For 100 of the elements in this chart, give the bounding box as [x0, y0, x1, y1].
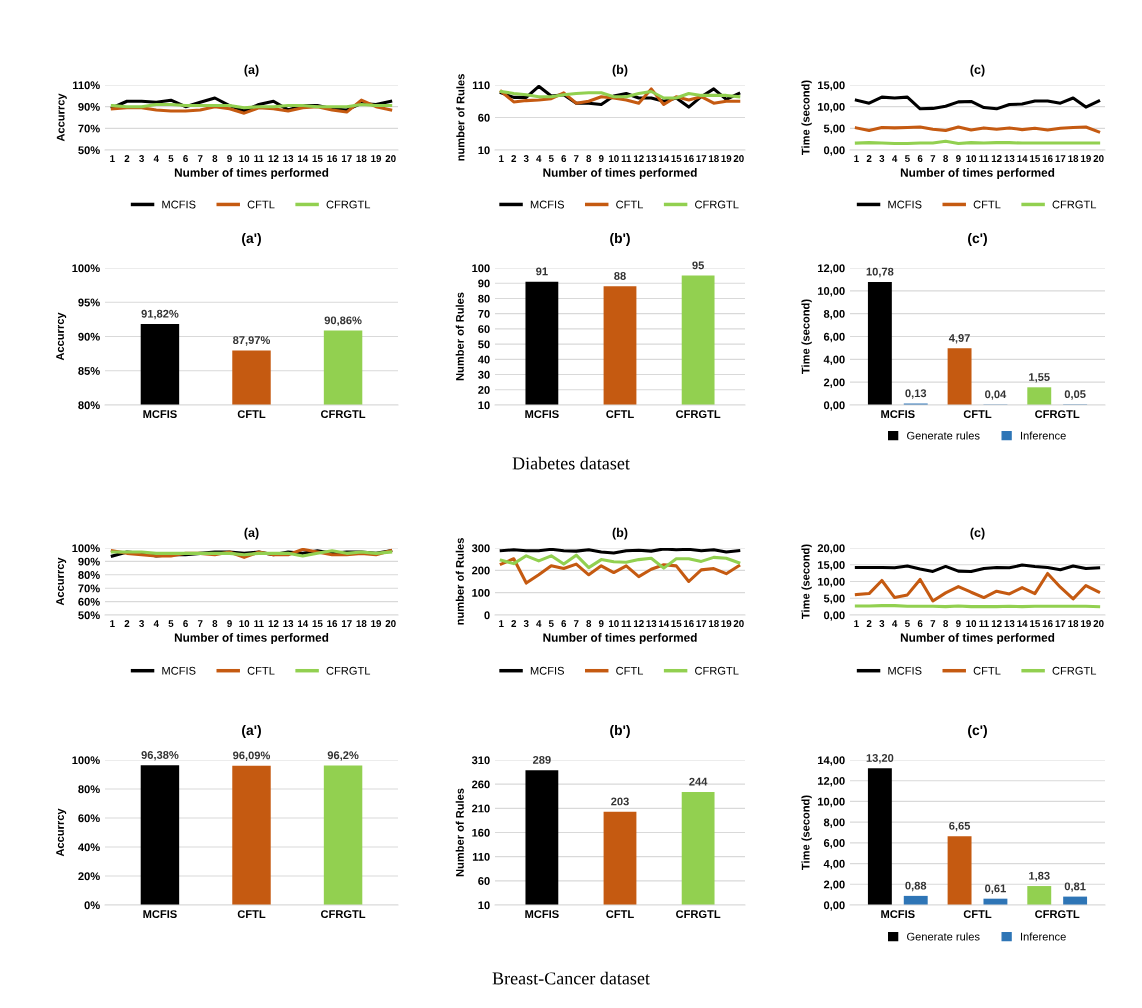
y-tick-label: 8,00	[823, 818, 845, 828]
y-tick-label: 90%	[78, 557, 100, 566]
x-tick-label: 5	[548, 620, 554, 627]
legend-label: MCFIS	[888, 666, 922, 675]
data-label: 96,2%	[327, 751, 359, 761]
y-tick-label: 60	[478, 113, 490, 122]
y-tick-label: 160	[472, 828, 490, 837]
x-tick-label: CFTL	[963, 410, 992, 419]
legend-label: CFRGTL	[1052, 200, 1097, 209]
x-tick-label: CFRGTL	[676, 410, 721, 419]
x-tick-label: 14	[658, 155, 670, 162]
text: Breast-Cancer dataset	[492, 971, 650, 985]
x-tick-label: 9	[956, 620, 961, 627]
y-axis-title: Accurrcy	[56, 93, 67, 142]
x-tick-label: 12	[991, 620, 1002, 627]
x-tick-label: MCFIS	[143, 910, 177, 919]
x-tick-label: 18	[356, 155, 367, 162]
legend-label: CFTL	[973, 200, 1001, 209]
x-tick-label: 15	[312, 620, 323, 627]
x-tick-label: CFRGTL	[1035, 410, 1080, 419]
y-tick-label: 15,00	[818, 561, 845, 571]
data-label: 13,20	[866, 754, 894, 764]
legend-label: CFTL	[616, 200, 644, 209]
x-tick-label: 6	[917, 155, 923, 162]
y-axis-title: Time (second)	[801, 80, 812, 155]
x-tick-label: CFRGTL	[320, 910, 366, 919]
y-tick-label: 40%	[78, 843, 100, 852]
x-tick-label: CFRGTL	[320, 410, 366, 419]
x-tick-label: 16	[327, 155, 338, 162]
data-label: 96,09%	[233, 751, 271, 761]
chart-title: (b)	[612, 64, 628, 77]
x-tick-label: 20	[385, 620, 396, 627]
y-tick-label: 110	[472, 81, 490, 90]
x-tick-label: 19	[371, 620, 382, 627]
x-tick-label: 9	[227, 620, 232, 627]
y-tick-label: 20	[478, 386, 490, 394]
x-tick-label: 16	[327, 620, 338, 627]
x-tick-label: 14	[1017, 620, 1028, 627]
y-axis-title: Number of Rules	[455, 292, 464, 381]
x-tick-label: MCFIS	[881, 910, 915, 919]
x-tick-label: MCFIS	[881, 410, 915, 419]
data-label: 0,81	[1064, 882, 1086, 892]
chart-title: (b)	[612, 527, 628, 540]
x-tick-label: 15	[1030, 620, 1041, 627]
y-tick-label: 100	[472, 588, 490, 597]
y-tick-label: 260	[471, 780, 490, 789]
data-label: 87,97%	[233, 336, 271, 346]
y-tick-label: 110	[472, 852, 490, 861]
x-tick-label: CFRGTL	[1035, 910, 1080, 919]
y-tick-label: 300	[471, 544, 490, 553]
y-tick-label: 50	[478, 340, 490, 349]
x-tick-label: 13	[1004, 155, 1015, 163]
x-tick-label: 13	[283, 620, 294, 628]
y-tick-label: 6,00	[823, 839, 845, 849]
legend-label: CFRGTL	[1052, 666, 1097, 675]
legend-label: CFRGTL	[326, 666, 371, 675]
x-tick-label: 3	[523, 155, 529, 163]
y-tick-label: 10,00	[818, 287, 845, 297]
y-tick-label: 0,00	[823, 611, 845, 621]
y-tick-label: 5,00	[823, 594, 845, 604]
x-tick-label: 12	[268, 155, 279, 162]
legend-label: CFTL	[616, 666, 644, 675]
x-tick-label: 15	[671, 155, 682, 162]
x-tick-label: CFTL	[963, 910, 992, 919]
x-tick-label: 3	[523, 620, 529, 628]
x-tick-label: 17	[341, 620, 352, 627]
x-tick-label: 6	[561, 155, 567, 162]
chart-title: (b')	[610, 232, 630, 246]
x-tick-label: 8	[586, 155, 592, 162]
data-label: 91	[536, 267, 548, 276]
y-tick-label: 12,00	[818, 776, 845, 787]
y-tick-label: 0,00	[823, 401, 845, 411]
legend-label: CFRGTL	[695, 666, 739, 675]
x-tick-label: 12	[633, 620, 644, 627]
y-tick-label: 80	[478, 294, 490, 303]
chart-title: (c')	[968, 724, 987, 738]
y-tick-label: 50%	[78, 146, 100, 155]
x-tick-label: 13	[1004, 620, 1015, 628]
y-tick-label: 110%	[73, 81, 100, 90]
x-tick-label: 20	[385, 155, 396, 162]
legend-label: CFTL	[973, 666, 1001, 675]
x-tick-label: 14	[297, 155, 309, 162]
data-label: 1,83	[1029, 871, 1050, 882]
x-tick-label: 1	[499, 620, 504, 627]
data-label: 0,61	[985, 884, 1006, 894]
data-label: 4,97	[948, 334, 970, 344]
x-tick-label: 7	[930, 155, 936, 162]
x-tick-label: 1	[854, 155, 859, 162]
x-tick-label: 6	[561, 620, 567, 627]
data-label: 10,78	[866, 267, 894, 278]
y-axis-title: Time (second)	[801, 299, 812, 374]
x-tick-label: 5	[904, 620, 910, 627]
x-tick-label: 2	[511, 620, 517, 627]
y-tick-label: 12,00	[818, 264, 845, 274]
x-tick-label: 12	[991, 155, 1002, 162]
x-tick-label: 20	[1093, 155, 1104, 162]
x-tick-label: 8	[943, 155, 949, 162]
y-tick-label: 210	[471, 804, 490, 813]
y-tick-label: 4,00	[823, 859, 845, 870]
x-tick-label: 10	[608, 620, 619, 627]
